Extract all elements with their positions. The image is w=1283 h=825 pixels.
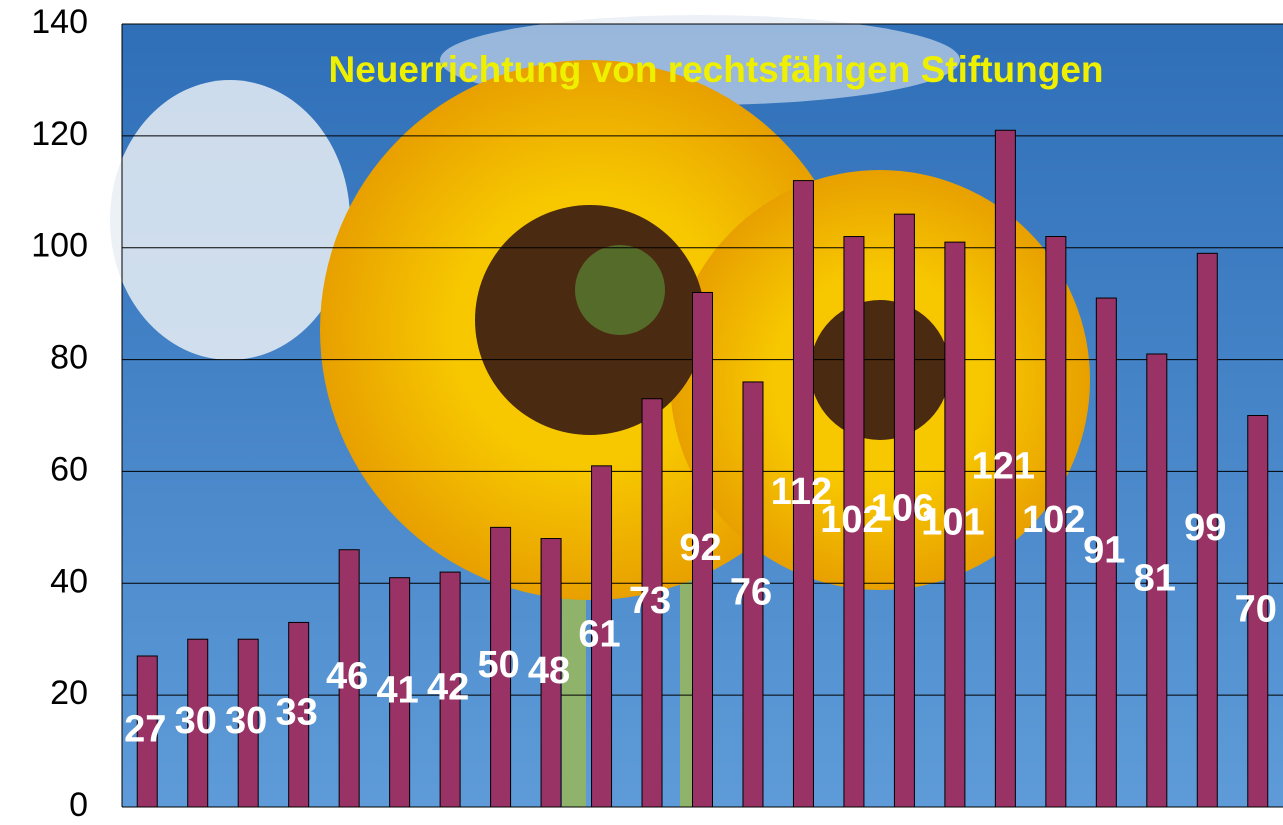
y-tick-label: 140 — [31, 3, 88, 41]
y-tick-label: 0 — [69, 786, 88, 824]
value-label: 33 — [276, 692, 318, 734]
value-label: 121 — [972, 446, 1035, 488]
value-label: 61 — [578, 613, 620, 655]
chart-title: Neuerrichtung von rechtsfähigen Stiftung… — [329, 49, 1104, 90]
value-label: 30 — [175, 700, 217, 742]
value-label: 42 — [427, 667, 469, 709]
value-label: 91 — [1083, 530, 1125, 572]
value-label: 92 — [679, 527, 721, 569]
value-label: 70 — [1235, 588, 1277, 630]
y-tick-label: 100 — [31, 227, 88, 265]
y-tick-label: 20 — [50, 674, 88, 712]
y-tick-label: 80 — [50, 339, 88, 377]
chart: Neuerrichtung von rechtsfähigen Stiftung… — [0, 0, 1283, 825]
y-tick-label: 40 — [50, 562, 88, 600]
value-label: 41 — [376, 669, 418, 711]
value-label: 27 — [124, 709, 166, 751]
value-label: 73 — [629, 580, 671, 622]
value-label: 30 — [225, 700, 267, 742]
value-label: 101 — [921, 502, 984, 544]
page: Neuerrichtung von rechtsfähigen Stiftung… — [0, 0, 1283, 825]
value-label: 102 — [1022, 499, 1085, 541]
value-label: 76 — [730, 572, 772, 614]
value-label: 50 — [477, 644, 519, 686]
value-label: 46 — [326, 655, 368, 697]
y-tick-label: 120 — [31, 115, 88, 153]
value-label: 99 — [1184, 507, 1226, 549]
y-tick-label: 60 — [50, 450, 88, 488]
value-label: 48 — [528, 650, 570, 692]
value-label: 81 — [1134, 558, 1176, 600]
